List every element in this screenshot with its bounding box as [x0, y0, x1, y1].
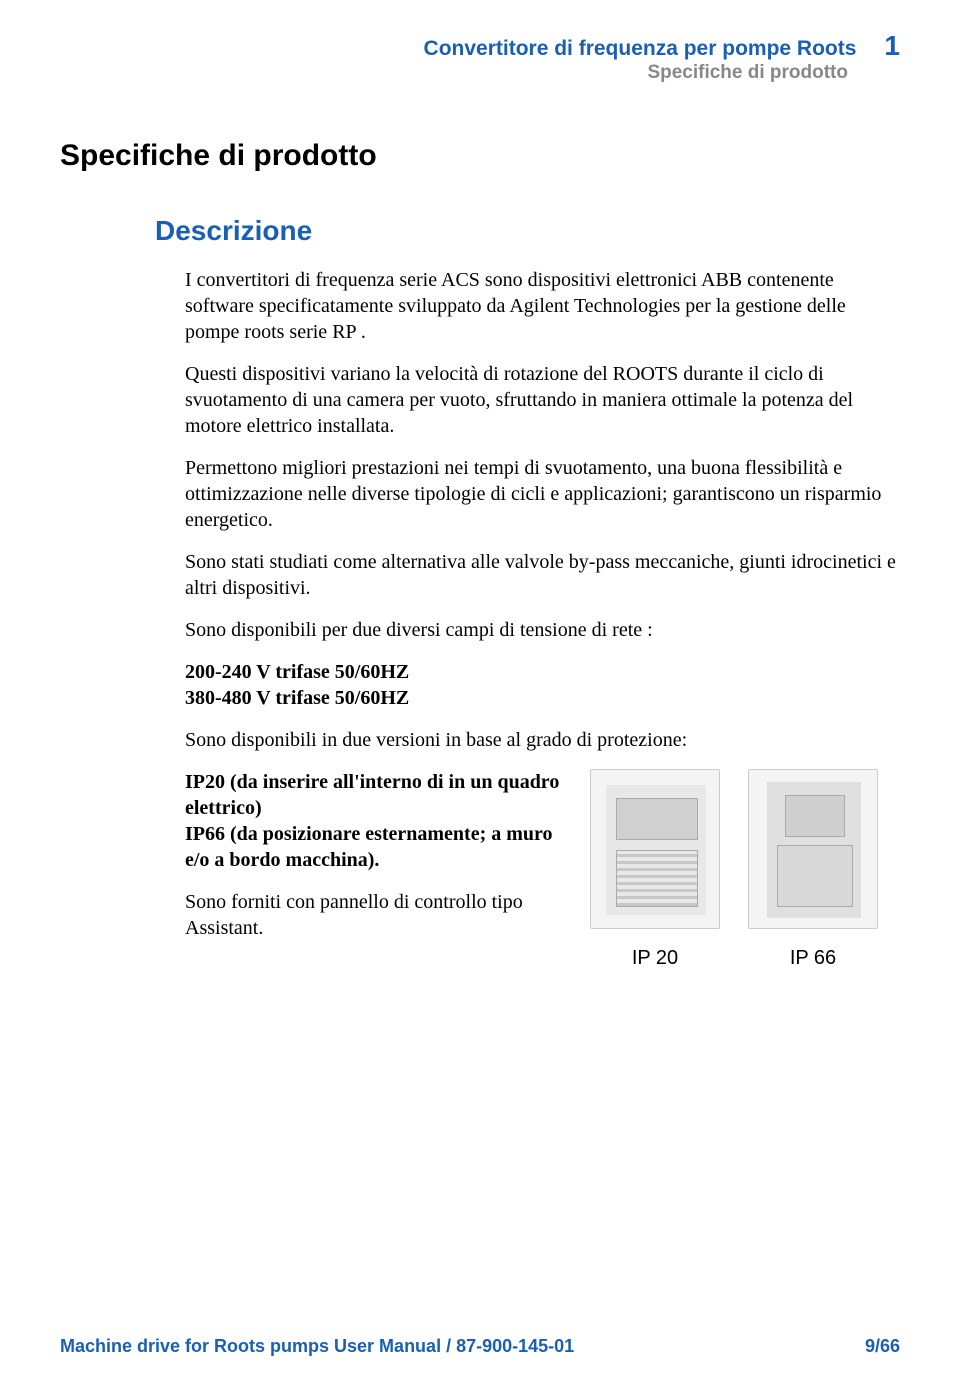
device-ip20-block: IP 20	[590, 769, 720, 970]
page-footer: Machine drive for Roots pumps User Manua…	[60, 1336, 900, 1357]
device-image-row: IP 20 IP 66	[590, 769, 900, 970]
paragraph: Questi dispositivi variano la velocità d…	[185, 361, 900, 439]
paragraph: Sono stati studiati come alternativa all…	[185, 549, 900, 601]
ip-text-column: IP20 (da inserire all'interno di in un q…	[185, 769, 570, 970]
device-ip66-caption: IP 66	[790, 947, 836, 970]
footer-page-number: 9/66	[865, 1336, 900, 1357]
header-title-row: Convertitore di frequenza per pompe Root…	[60, 30, 900, 62]
header-subtitle: Specifiche di prodotto	[60, 62, 848, 84]
device-ip66-image	[748, 769, 878, 929]
paragraph: I convertitori di frequenza serie ACS so…	[185, 267, 900, 345]
page-title: Specifiche di prodotto	[60, 139, 900, 173]
chapter-number: 1	[884, 30, 900, 62]
body-content: I convertitori di frequenza serie ACS so…	[185, 267, 900, 970]
header-title: Convertitore di frequenza per pompe Root…	[424, 37, 857, 60]
paragraph: Sono disponibili in due versioni in base…	[185, 727, 900, 753]
ip-section: IP20 (da inserire all'interno di in un q…	[185, 769, 900, 970]
paragraph: Sono forniti con pannello di controllo t…	[185, 889, 570, 941]
footer-doc-id: Machine drive for Roots pumps User Manua…	[60, 1336, 574, 1357]
ip20-spec: IP20 (da inserire all'interno di in un q…	[185, 769, 570, 821]
device-ip66-block: IP 66	[748, 769, 878, 970]
voltage-spec-2: 380-480 V trifase 50/60HZ	[185, 685, 900, 711]
paragraph: Permettono migliori prestazioni nei temp…	[185, 455, 900, 533]
section-heading: Descrizione	[155, 215, 900, 247]
device-ip20-image	[590, 769, 720, 929]
page-header: Convertitore di frequenza per pompe Root…	[60, 30, 900, 84]
ip-image-column: IP 20 IP 66	[590, 769, 900, 970]
voltage-spec-1: 200-240 V trifase 50/60HZ	[185, 659, 900, 685]
paragraph: Sono disponibili per due diversi campi d…	[185, 617, 900, 643]
ip66-spec: IP66 (da posizionare esternamente; a mur…	[185, 821, 570, 873]
device-ip20-caption: IP 20	[632, 947, 678, 970]
